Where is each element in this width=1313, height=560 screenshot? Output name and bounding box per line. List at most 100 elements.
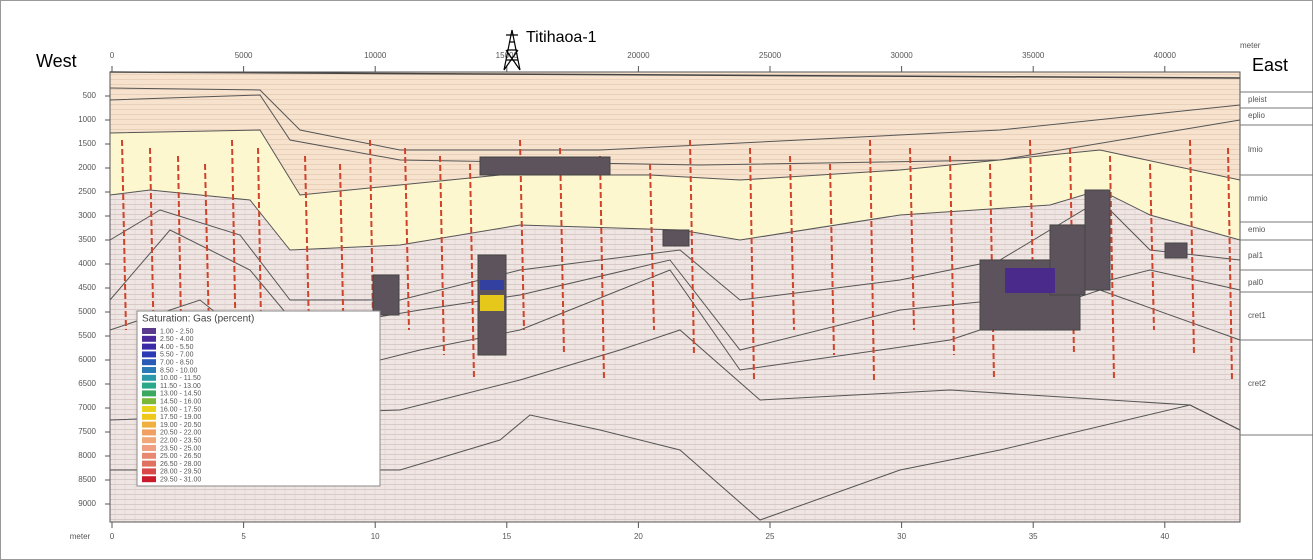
top-tick-label: 5000 <box>235 51 253 60</box>
left-tick-label: 4500 <box>78 283 96 292</box>
legend-swatch <box>142 445 156 451</box>
well-track <box>121 139 127 331</box>
legend-swatch <box>142 406 156 412</box>
legend-entry: 23.50 - 25.00 <box>160 445 201 452</box>
well-track <box>599 155 605 381</box>
bottom-unit: meter <box>70 532 91 541</box>
well-track <box>439 155 445 356</box>
well-track <box>789 155 795 331</box>
legend-entry: 25.00 - 26.50 <box>160 453 201 460</box>
legend-swatch <box>142 460 156 467</box>
legend-entry: 16.00 - 17.50 <box>160 406 201 413</box>
legend-swatch <box>142 343 156 350</box>
legend-entry: 10.00 - 11.50 <box>160 375 201 382</box>
well-track <box>1149 163 1155 331</box>
layer-label: emio <box>1248 225 1266 234</box>
layer-label: cret2 <box>1248 379 1266 388</box>
well-track <box>1109 155 1115 381</box>
well-track <box>304 155 310 331</box>
bottom-tick-label: 25 <box>766 532 775 541</box>
legend-entry: 19.00 - 20.50 <box>160 422 201 429</box>
layer-label: eplio <box>1248 111 1265 120</box>
bottom-tick-label: 20 <box>634 532 643 541</box>
left-tick-label: 8000 <box>78 451 96 460</box>
left-tick-label: 8500 <box>78 475 96 484</box>
well-track <box>469 163 475 381</box>
bottom-tick-label: 0 <box>110 532 115 541</box>
layer-label: lmio <box>1248 145 1263 154</box>
legend-swatch <box>142 413 156 420</box>
left-tick-label: 7500 <box>78 427 96 436</box>
top-tick-label: 40000 <box>1154 51 1177 60</box>
well-track <box>869 139 875 381</box>
top-tick-label: 25000 <box>759 51 782 60</box>
bottom-tick-label: 40 <box>1160 532 1169 541</box>
left-tick-label: 2000 <box>78 163 96 172</box>
legend-swatch <box>142 382 156 389</box>
plot-border <box>109 71 1241 523</box>
gas-high <box>1005 268 1055 293</box>
legend-entry: 17.50 - 19.00 <box>160 414 201 421</box>
gas-block <box>662 229 690 247</box>
gas-block <box>479 156 611 176</box>
legend-swatch <box>142 351 156 358</box>
layer-label: pal1 <box>1248 251 1264 260</box>
layer-label: pleist <box>1248 95 1267 104</box>
well-track <box>1227 147 1233 381</box>
left-tick-label: 6000 <box>78 355 96 364</box>
legend-entry: 14.50 - 16.00 <box>160 399 201 406</box>
left-tick-label: 6500 <box>78 379 96 388</box>
gas-block <box>1049 224 1086 296</box>
left-tick-label: 1500 <box>78 139 96 148</box>
legend-entry: 4.00 - 5.50 <box>160 344 194 351</box>
legend-swatch <box>142 476 156 483</box>
left-tick-label: 5500 <box>78 331 96 340</box>
legend-entry: 1.00 - 2.50 <box>160 328 194 335</box>
bottom-tick-label: 30 <box>897 532 906 541</box>
left-tick-label: 7000 <box>78 403 96 412</box>
gas-yellow <box>480 295 504 311</box>
bottom-tick-label: 35 <box>1029 532 1038 541</box>
left-tick-label: 3500 <box>78 235 96 244</box>
legend-swatch <box>142 367 156 373</box>
bottom-tick-label: 5 <box>241 532 246 541</box>
legend-entry: 29.50 - 31.00 <box>160 477 201 484</box>
legend-entry: 7.00 - 8.50 <box>160 360 194 367</box>
left-tick-label: 3000 <box>78 211 96 220</box>
legend-entry: 5.50 - 7.00 <box>160 352 194 359</box>
layer-label: pal0 <box>1248 278 1264 287</box>
left-tick-label: 500 <box>83 91 97 100</box>
top-tick-label: 30000 <box>890 51 913 60</box>
legend-swatch <box>142 437 156 444</box>
gas-block <box>372 274 400 316</box>
left-tick-label: 2500 <box>78 187 96 196</box>
well-track <box>649 163 655 331</box>
bottom-tick-label: 15 <box>502 532 511 541</box>
well-track <box>749 147 755 381</box>
horizon <box>109 87 1241 151</box>
seafloor <box>109 71 1241 79</box>
legend-swatch <box>142 429 156 436</box>
horizon <box>110 404 1241 521</box>
horizon <box>109 329 1241 431</box>
well-track <box>404 147 410 331</box>
legend-entry: 22.00 - 23.50 <box>160 438 201 445</box>
well-track <box>204 163 210 331</box>
top-tick-label: 20000 <box>627 51 650 60</box>
well-label: Titihaoa-1 <box>526 29 597 46</box>
gas-blue <box>480 280 504 290</box>
bottom-tick-label: 10 <box>371 532 380 541</box>
well-track <box>559 147 565 356</box>
east-label: East <box>1252 55 1288 75</box>
well-track <box>949 155 955 356</box>
legend-box <box>136 310 381 487</box>
yellow-layer <box>110 130 1240 250</box>
legend-title: Saturation: Gas (percent) <box>142 314 254 325</box>
well-track <box>339 163 345 356</box>
annotations: 0 5000 10000 15000 20000 25000 30000 35000 40000… <box>70 41 1313 541</box>
well-track <box>909 147 915 331</box>
legend-swatch <box>142 398 156 405</box>
well-track <box>177 155 183 381</box>
